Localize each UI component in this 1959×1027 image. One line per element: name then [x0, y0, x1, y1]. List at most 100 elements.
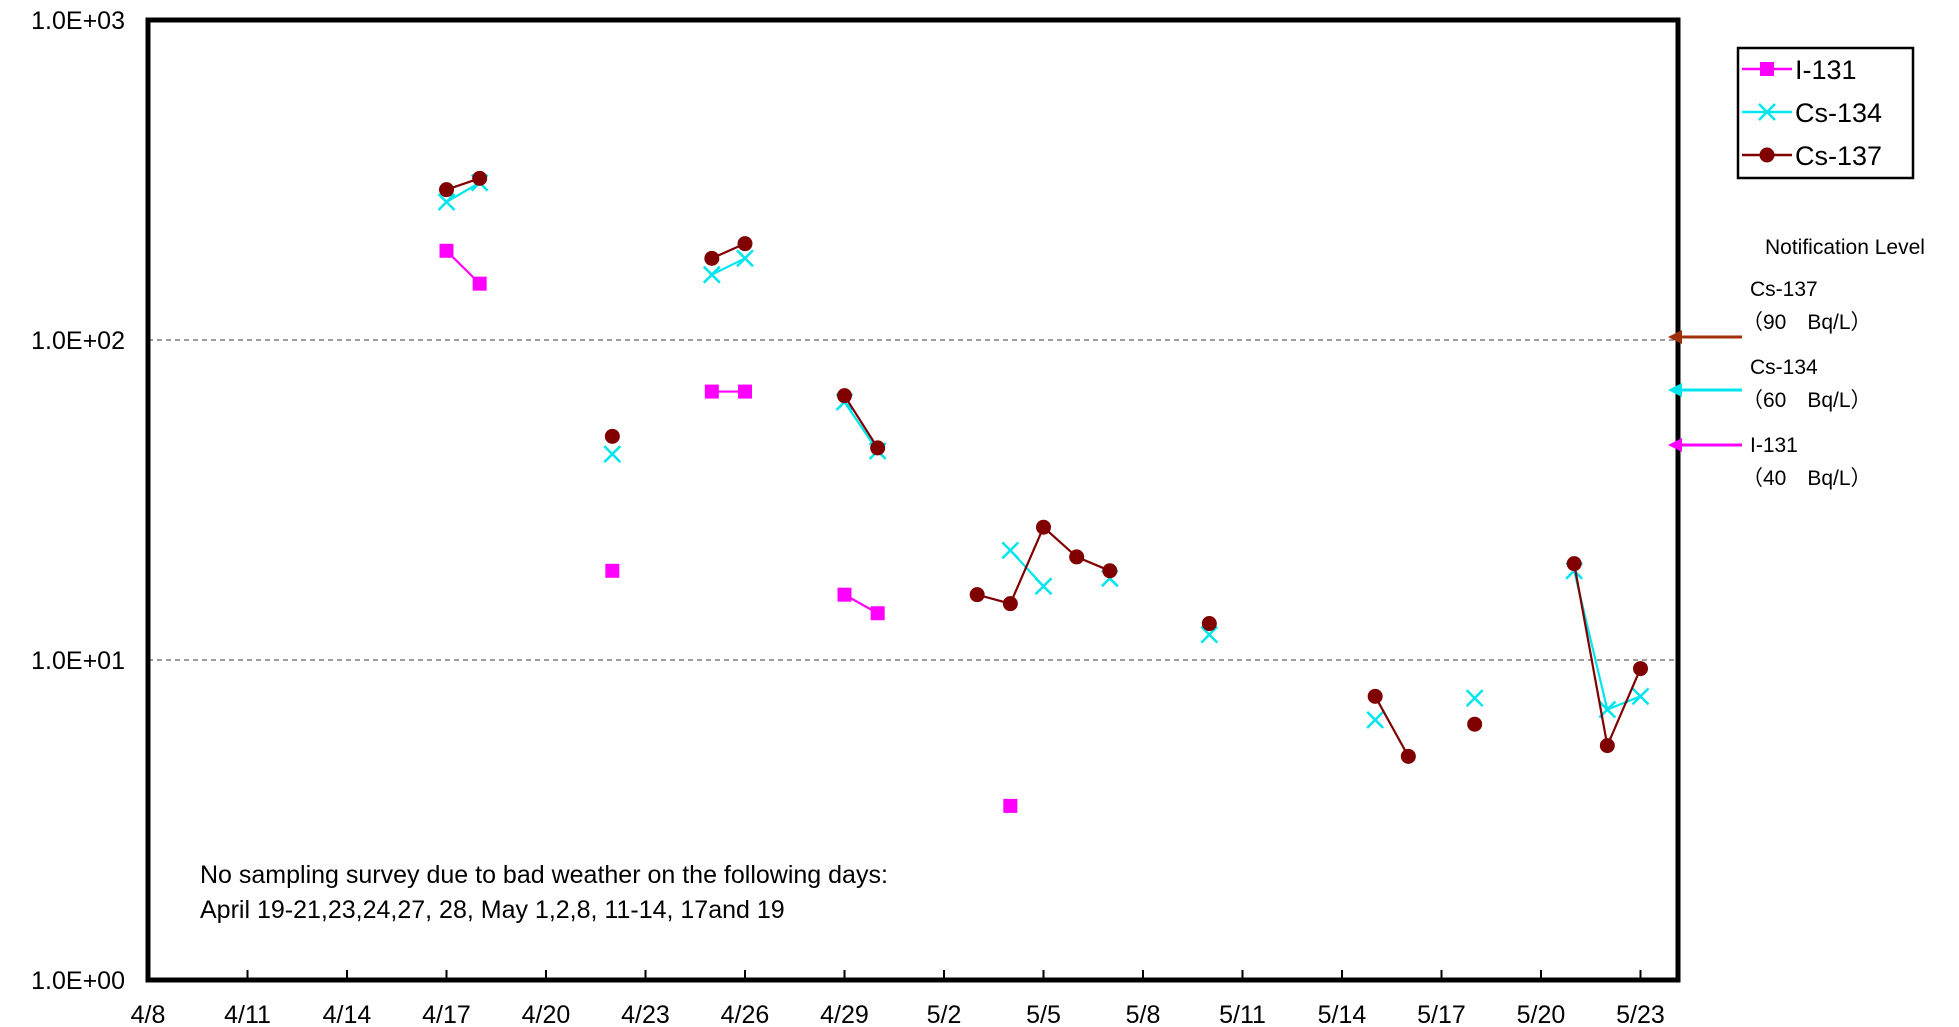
notification-value: （60 Bq/L） — [1742, 389, 1872, 412]
legend-label: Cs-137 — [1795, 141, 1882, 171]
legend-marker — [1758, 103, 1776, 121]
series-i-131 — [439, 243, 1018, 813]
x-tick-label: 4/20 — [522, 1001, 571, 1027]
legend-item-i-131: I-131 — [1742, 55, 1857, 85]
data-point-cs-137 — [1036, 519, 1051, 535]
series-layer — [437, 170, 1650, 813]
data-point-i-131 — [1003, 798, 1018, 813]
data-point-cs-137 — [472, 170, 488, 186]
legend-label: Cs-134 — [1795, 98, 1882, 128]
series-line-cs-134 — [1573, 570, 1641, 712]
x-tick-label: 4/11 — [224, 1001, 271, 1027]
notification-level-cs-137: Cs-137 （90 Bq/L） — [1668, 278, 1872, 344]
data-point-cs-137 — [704, 250, 720, 266]
x-tick-label: 5/14 — [1318, 1001, 1367, 1027]
data-point-cs-137 — [1201, 616, 1217, 632]
notification-value: （90 Bq/L） — [1742, 311, 1872, 334]
x-tick-label: 5/23 — [1616, 1001, 1665, 1027]
series-line-cs-137 — [976, 525, 1111, 605]
annotation-line-2: April 19-21,23,24,27, 28, May 1,2,8, 11-… — [200, 896, 785, 924]
data-point-cs-137 — [1367, 688, 1383, 704]
y-tick-label: 1.0E+02 — [31, 327, 125, 355]
x-tick-label: 5/5 — [1026, 1001, 1061, 1027]
notification-level-i-131: I-131 （40 Bq/L） — [1668, 434, 1872, 490]
data-point-i-131 — [704, 384, 719, 399]
x-tick-label: 4/26 — [721, 1001, 770, 1027]
legend-item-cs-134: Cs-134 — [1742, 98, 1882, 128]
series-cs-137 — [439, 170, 1648, 764]
x-tick-label: 5/2 — [927, 1001, 962, 1027]
y-tick-label: 1.0E+01 — [31, 647, 125, 675]
x-tick-label: 5/17 — [1417, 1001, 1466, 1027]
x-tick-label: 4/14 — [323, 1001, 372, 1027]
notification-name: I-131 — [1750, 434, 1798, 457]
data-point-cs-137 — [1002, 596, 1018, 612]
data-point-i-131 — [605, 563, 620, 578]
x-tick-label: 4/8 — [131, 1001, 166, 1027]
legend: I-131 Cs-134 Cs-137 — [1736, 46, 1915, 180]
data-point-cs-134 — [736, 249, 754, 268]
x-axis: 4/8 4/11 4/14 4/17 4/20 4/23 4/26 4/29 5/2 5/5 5/8… — [131, 970, 1665, 1027]
data-point-cs-137 — [1102, 563, 1118, 579]
data-point-cs-137 — [969, 587, 985, 603]
x-tick-label: 4/23 — [621, 1001, 670, 1027]
notification-arrowhead — [1668, 383, 1682, 397]
data-point-cs-134 — [437, 193, 456, 211]
notification-title: Notification Level — [1765, 236, 1925, 259]
data-point-cs-134 — [1034, 577, 1053, 596]
legend-marker — [1759, 147, 1775, 163]
notification-arrowhead — [1668, 330, 1682, 344]
series-line-cs-137 — [1573, 563, 1642, 750]
plot-frame — [145, 17, 1681, 983]
x-tick-label: 5/8 — [1126, 1001, 1161, 1027]
data-point-cs-137 — [1599, 738, 1615, 754]
annotation: No sampling survey due to bad weather on… — [200, 861, 888, 924]
data-point-cs-137 — [439, 182, 454, 198]
annotation-line-1: No sampling survey due to bad weather on… — [200, 861, 888, 889]
data-point-cs-134 — [1465, 689, 1484, 708]
data-point-cs-134 — [1631, 687, 1650, 706]
data-point-cs-137 — [1566, 556, 1582, 572]
data-point-cs-137 — [604, 428, 620, 444]
data-point-i-131 — [439, 243, 454, 258]
series-line-cs-137 — [843, 395, 879, 449]
grid-lines — [148, 339, 1678, 661]
y-tick-label: 1.0E+03 — [31, 7, 125, 35]
data-point-cs-134 — [1200, 625, 1219, 644]
data-point-i-131 — [738, 384, 752, 399]
data-point-cs-137 — [1400, 748, 1416, 764]
data-point-cs-137 — [1633, 661, 1648, 677]
notification-panel: Notification Level Cs-137 （90 Bq/L） Cs-134… — [1668, 236, 1925, 490]
data-point-i-131 — [837, 587, 852, 602]
x-tick-label: 5/11 — [1219, 1001, 1266, 1027]
y-axis: 1.0E+03 1.0E+02 1.0E+01 1.0E+00 — [31, 7, 125, 995]
data-point-cs-137 — [837, 388, 852, 404]
series-line-cs-134 — [843, 401, 879, 452]
data-point-cs-137 — [1069, 549, 1085, 565]
data-point-cs-137 — [870, 440, 886, 456]
notification-arrowhead — [1668, 438, 1682, 452]
data-point-cs-134 — [702, 265, 721, 284]
notification-name: Cs-134 — [1750, 356, 1818, 379]
y-tick-label: 1.0E+00 — [31, 967, 125, 995]
data-point-cs-134 — [1366, 710, 1385, 729]
data-point-cs-137 — [1467, 716, 1483, 732]
legend-label: I-131 — [1795, 55, 1857, 85]
series-line-cs-137 — [1374, 695, 1410, 757]
data-point-i-131 — [472, 276, 487, 291]
legend-marker — [1760, 62, 1774, 76]
legend-item-cs-137: Cs-137 — [1742, 141, 1882, 171]
data-point-cs-137 — [737, 236, 753, 252]
notification-level-cs-134: Cs-134 （60 Bq/L） — [1668, 356, 1872, 412]
data-point-cs-134 — [1001, 541, 1020, 560]
series-line-cs-134 — [445, 181, 481, 203]
series-cs-134 — [437, 173, 1650, 729]
x-tick-label: 4/29 — [820, 1001, 869, 1027]
x-tick-label: 5/20 — [1517, 1001, 1566, 1027]
notification-name: Cs-137 — [1750, 278, 1818, 301]
x-tick-label: 4/17 — [422, 1001, 471, 1027]
data-point-cs-134 — [603, 445, 622, 463]
notification-value: （40 Bq/L） — [1742, 467, 1872, 490]
data-point-i-131 — [870, 606, 885, 621]
